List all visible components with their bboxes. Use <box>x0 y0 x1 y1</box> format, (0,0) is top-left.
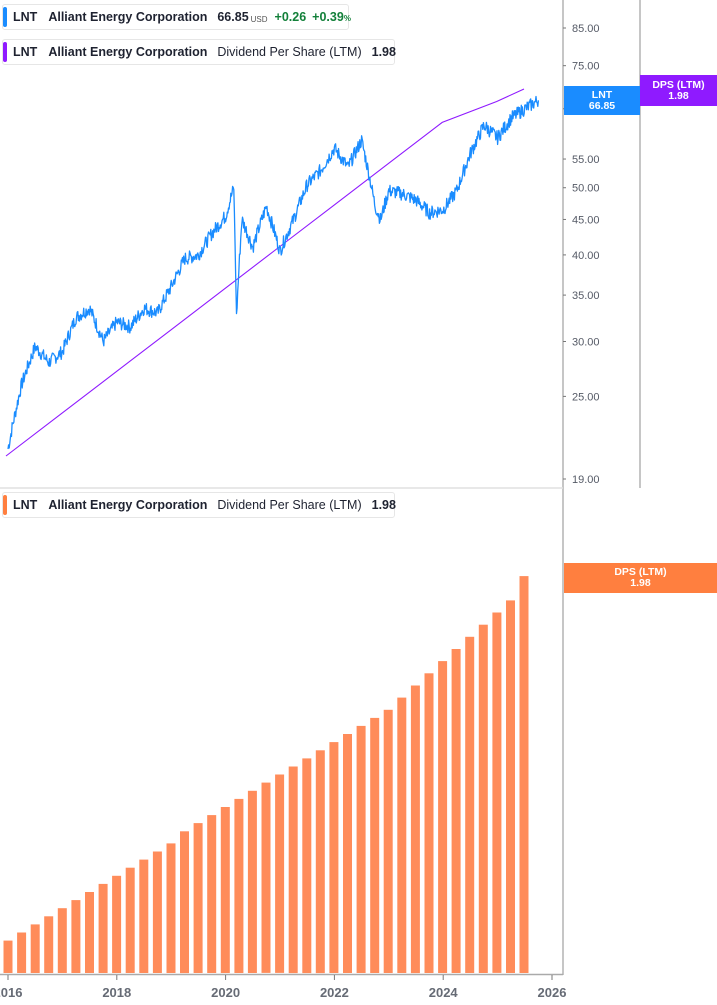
dps-bar <box>451 649 461 973</box>
legend-price-value: 66.85 <box>217 10 249 24</box>
y-tick-label: 35.00 <box>572 290 600 302</box>
legend-company: Alliant Energy Corporation <box>48 10 208 24</box>
legend-dps-value: 1.98 <box>371 45 396 59</box>
dps-bar <box>3 940 13 973</box>
dps-bar <box>383 709 393 973</box>
legend-symbol: LNT <box>13 45 38 59</box>
legend-symbol: LNT <box>13 10 38 24</box>
dps-tag-label: DPS (LTM) <box>652 78 705 91</box>
dps-bar <box>370 717 380 973</box>
y-tick-label: 25.00 <box>572 391 600 403</box>
dps-bar <box>275 774 285 973</box>
x-tick-label: 2026 <box>538 985 567 1000</box>
dps-tag-value: 1.98 <box>630 577 651 589</box>
dps-bar <box>139 859 149 973</box>
legend-metric: Dividend Per Share (LTM) <box>217 45 362 59</box>
x-tick-label: 2016 <box>0 985 22 1000</box>
dps-bar <box>152 851 162 973</box>
dps-bar <box>30 924 40 973</box>
dps-bar <box>410 685 420 974</box>
y-tick-label: 40.00 <box>572 250 600 262</box>
dps-tag-upper: DPS (LTM) 1.98 <box>640 75 717 106</box>
dps-tag-label: DPS (LTM) <box>614 566 667 578</box>
change-pct-value: +0.39 <box>312 10 344 24</box>
price-tag-label: LNT <box>591 88 613 101</box>
dps-bar <box>180 831 189 974</box>
dps-bar <box>57 908 67 973</box>
legend-symbol: LNT <box>13 498 38 512</box>
dps-bar <box>220 807 230 973</box>
y-tick-label: 45.00 <box>572 214 600 226</box>
dps-bar <box>207 815 217 973</box>
dps-bar <box>166 843 176 973</box>
dps-bar <box>112 875 122 973</box>
legend-dps-color <box>3 495 7 515</box>
x-tick-label: 2024 <box>429 985 459 1000</box>
y-tick-label: 55.00 <box>572 154 600 166</box>
legend-price[interactable]: LNT Alliant Energy Corporation 66.85 USD… <box>2 4 351 30</box>
price-chart[interactable]: 85.0075.0065.0055.0050.0045.0040.0035.00… <box>0 0 717 490</box>
dps-bar <box>234 798 244 973</box>
x-tick-label: 2018 <box>102 985 131 1000</box>
dps-bar <box>329 742 339 973</box>
legend-currency: USD <box>250 14 268 24</box>
dps-bar <box>492 612 502 973</box>
dps-bar <box>506 600 515 973</box>
x-tick-label: 2022 <box>320 985 349 1000</box>
dps-bar <box>302 758 312 974</box>
y-tick-label: 50.00 <box>572 183 600 195</box>
dps-bar <box>356 725 366 973</box>
legend-dps-color <box>3 42 7 62</box>
legend-change: +0.26 <box>274 10 307 24</box>
dps-bar <box>288 766 298 974</box>
y-tick-label: 75.00 <box>572 61 600 73</box>
pct-sign: % <box>343 14 351 23</box>
y-tick-label: 85.00 <box>572 23 600 35</box>
dps-bar <box>424 673 434 973</box>
x-tick-label: 2020 <box>211 985 240 1000</box>
price-tag: LNT 66.85 <box>564 86 640 115</box>
dps-tag-value: 1.98 <box>668 89 689 102</box>
dps-bar <box>193 823 203 973</box>
legend-dps-upper[interactable]: LNT Alliant Energy Corporation Dividend … <box>2 39 396 65</box>
dps-bar <box>519 576 529 973</box>
y-tick-label: 19.00 <box>572 474 600 486</box>
dps-bar <box>438 661 448 973</box>
legend-company: Alliant Energy Corporation <box>48 45 208 59</box>
legend-metric: Dividend Per Share (LTM) <box>217 498 362 512</box>
legend-price-color <box>3 7 7 27</box>
dps-tag-lower: DPS (LTM) 1.98 <box>564 563 717 593</box>
x-axis: 2016 2018 2020 2022 2024 2026 <box>0 975 566 1000</box>
dps-bar <box>98 883 108 973</box>
legend-dps-lower[interactable]: LNT Alliant Energy Corporation Dividend … <box>2 492 396 518</box>
dps-bar <box>44 916 54 973</box>
price-tag-value: 66.85 <box>588 99 616 112</box>
dps-bar <box>71 900 81 973</box>
dps-bar <box>397 697 407 973</box>
dps-bar <box>125 867 135 973</box>
legend-company: Alliant Energy Corporation <box>48 498 208 512</box>
dps-bar <box>85 892 94 973</box>
legend-dps-value: 1.98 <box>371 498 396 512</box>
dps-bar <box>465 636 475 973</box>
y-tick-label: 30.00 <box>572 337 600 349</box>
dps-bar <box>247 790 257 973</box>
dps-bar <box>343 734 352 973</box>
dps-bar <box>315 750 325 974</box>
dps-bar <box>478 624 488 973</box>
dps-bar <box>261 782 271 973</box>
dps-bar <box>17 932 27 973</box>
legend-change-pct: +0.39% <box>312 10 351 24</box>
dps-line <box>5 88 525 457</box>
price-line <box>7 95 540 450</box>
